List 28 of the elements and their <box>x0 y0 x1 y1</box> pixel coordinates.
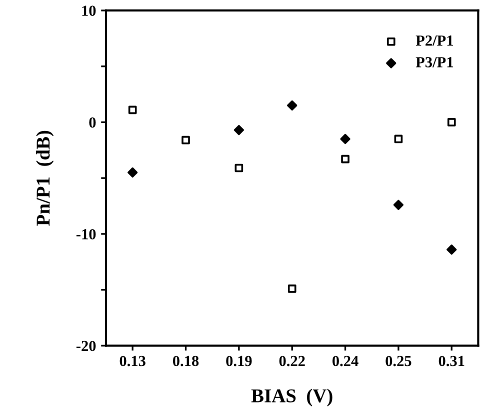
y-tick-label: -10 <box>76 229 96 240</box>
x-tick-label: 0.25 <box>386 356 412 366</box>
x-axis-title: BIAS (V) <box>251 388 332 406</box>
x-tick-label: 0.13 <box>120 356 146 366</box>
point <box>128 167 138 178</box>
point <box>182 136 190 144</box>
y-axis-title: Pn/P1 (dB) <box>36 130 54 226</box>
point <box>447 118 456 126</box>
point <box>340 134 350 144</box>
point <box>287 100 298 111</box>
x-tick-label: 0.31 <box>438 356 464 366</box>
point <box>234 164 244 172</box>
y-tick-label: 0 <box>89 117 96 128</box>
y-tick-label: 10 <box>82 6 96 16</box>
point <box>234 124 244 136</box>
legend-label: P2/P1 <box>416 35 453 46</box>
x-tick-label: 0.24 <box>332 356 358 366</box>
point <box>128 106 137 114</box>
x-tick-label: 0.19 <box>226 356 252 366</box>
point <box>341 154 350 164</box>
point <box>393 200 404 210</box>
point <box>288 284 296 293</box>
legend-label: P3/P1 <box>416 57 453 68</box>
x-tick-label: 0.18 <box>172 356 199 366</box>
point <box>446 244 457 255</box>
y-tick-label: -20 <box>76 340 96 352</box>
point <box>394 134 403 144</box>
x-tick-label: 0.22 <box>279 356 305 366</box>
